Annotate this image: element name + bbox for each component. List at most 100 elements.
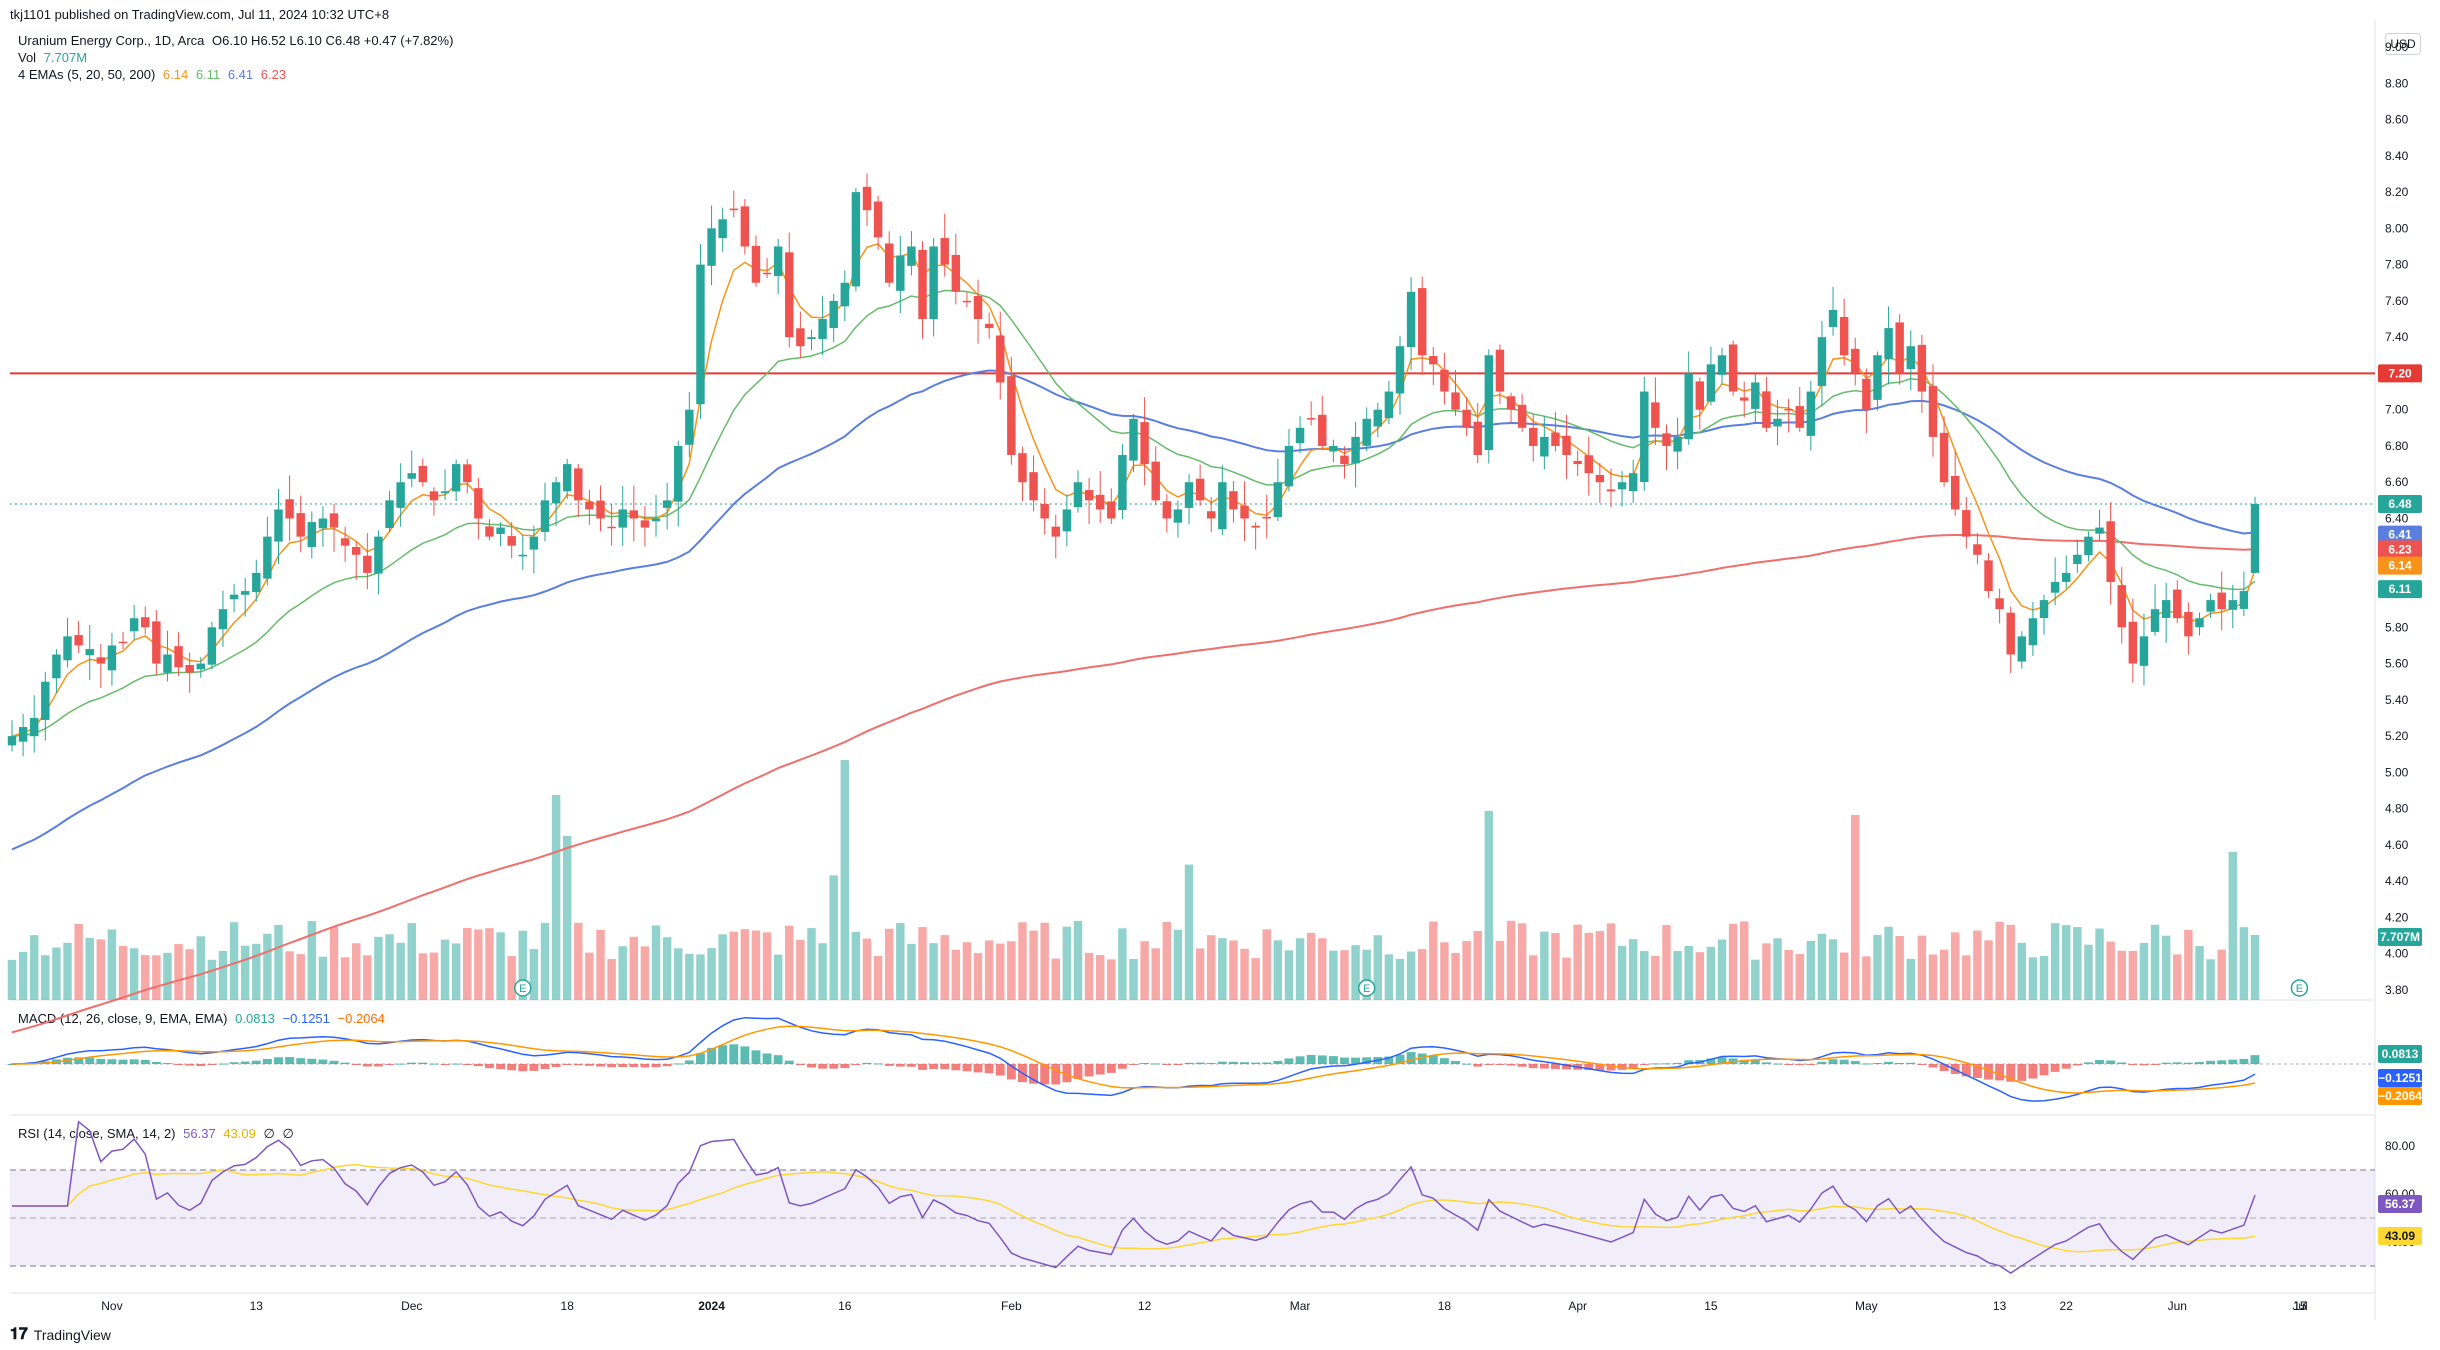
volume-bar xyxy=(785,925,794,1000)
volume-bar xyxy=(252,943,261,1000)
time-tick-label: 22 xyxy=(2060,1299,2074,1313)
volume-bar xyxy=(1606,923,1616,1000)
volume-bar xyxy=(773,954,783,1000)
volume-bar xyxy=(1928,954,1938,1000)
candle-body xyxy=(585,501,594,510)
macd-histogram-bar xyxy=(1184,1062,1194,1064)
candle-body xyxy=(840,282,850,307)
time-tick-label: Apr xyxy=(1568,1299,1587,1313)
price-tick-label: 5.20 xyxy=(2385,729,2409,743)
macd-histogram-bar xyxy=(207,1064,217,1065)
candle-body xyxy=(574,468,583,501)
volume-bar xyxy=(7,959,17,1000)
candle-body xyxy=(1018,453,1027,483)
axes: 9.00 8.80 8.60 8.40 8.20 8.00 7.80 7.60 7.40 7.20… xyxy=(101,40,2415,1313)
volume-bar xyxy=(2195,946,2204,1000)
macd-histogram-bar xyxy=(1684,1060,1694,1064)
volume-bar xyxy=(896,923,905,1000)
price-tick-label: 6.40 xyxy=(2385,512,2409,526)
candle-body xyxy=(529,536,539,550)
candle-body xyxy=(1329,445,1338,452)
candle-body xyxy=(507,536,516,546)
macd-histogram-bar xyxy=(2250,1055,2260,1064)
volume-bar xyxy=(1540,931,1549,1000)
macd-histogram-bar xyxy=(2083,1062,2093,1064)
macd-histogram-bar xyxy=(229,1062,239,1064)
macd-histogram-bar xyxy=(129,1059,139,1064)
volume-bar xyxy=(363,955,372,1000)
macd-histogram-bar xyxy=(485,1064,494,1069)
candle-body xyxy=(1684,373,1693,440)
published-by: tkj1101 published on TradingView.com, Ju… xyxy=(10,7,390,22)
candle-body xyxy=(218,609,228,630)
candle-body xyxy=(1995,598,2004,610)
macd-histogram-bar xyxy=(1484,1064,1494,1065)
volume-bar xyxy=(529,948,539,1000)
volume-bar xyxy=(1395,958,1405,1000)
volume-bar xyxy=(1851,814,1860,1000)
volume-bar xyxy=(1484,810,1494,1000)
price-tick-label: 8.60 xyxy=(2385,113,2409,127)
volume-bar xyxy=(185,949,194,1000)
candle-body xyxy=(329,513,339,528)
volume-bar xyxy=(463,927,472,1000)
volume-bar xyxy=(29,935,39,1000)
volume-bar xyxy=(1839,952,1849,1000)
candle-body xyxy=(318,518,328,529)
macd-histogram-bar xyxy=(496,1064,506,1070)
price-tick-label: 8.20 xyxy=(2385,185,2409,199)
volume-label: Vol xyxy=(18,50,37,65)
macd-histogram-bar xyxy=(1650,1063,1660,1065)
price-tick-label: 4.40 xyxy=(2385,874,2409,888)
macd-value-label-text: 0.0813 xyxy=(2382,1047,2419,1061)
tradingview-icon: 𝟏𝟕 xyxy=(10,1326,28,1343)
currency-button[interactable]: USD xyxy=(2385,33,2421,55)
macd-histogram-bar xyxy=(2183,1062,2193,1064)
volume-bar xyxy=(1251,958,1260,1000)
candle-body xyxy=(185,664,194,673)
macd-histogram-bar xyxy=(551,1064,561,1068)
candle-body xyxy=(463,464,472,483)
volume-bar xyxy=(1495,940,1505,1000)
candle-body xyxy=(2217,592,2226,610)
macd-histogram-bar xyxy=(418,1062,428,1064)
candle-body xyxy=(74,635,83,646)
macd-histogram-bar xyxy=(1162,1064,1172,1065)
candle-body xyxy=(1395,346,1405,394)
price-tick-label: 7.80 xyxy=(2385,258,2409,272)
ema200-label-text: 6.23 xyxy=(2388,542,2412,556)
candle-body xyxy=(2239,591,2249,609)
volume-bar xyxy=(229,922,239,1000)
volume-bar xyxy=(1429,921,1438,1000)
price-tick-label: 6.60 xyxy=(2385,475,2409,489)
time-tick-label: 12 xyxy=(1138,1299,1152,1313)
candle-body xyxy=(1695,381,1705,410)
volume-bar xyxy=(907,943,916,1000)
candle-body xyxy=(1673,436,1682,452)
macd-histogram-bar xyxy=(973,1064,983,1073)
macd-histogram-bar xyxy=(1206,1062,1216,1064)
candle-body xyxy=(2161,600,2171,618)
candle-body xyxy=(1506,396,1516,410)
candle-body xyxy=(1029,472,1038,501)
candle-body xyxy=(1162,501,1172,519)
candle-body xyxy=(1240,505,1249,519)
histogram-value-label-bg xyxy=(2378,1087,2422,1105)
price-tick-label: 5.80 xyxy=(2385,620,2409,634)
volume-bar xyxy=(996,943,1005,1000)
time-tick-label: 15 xyxy=(2293,1299,2307,1313)
volume-bar xyxy=(2128,950,2138,1000)
volume-bar xyxy=(1984,940,1993,1000)
macd-histogram-bar xyxy=(1317,1055,1327,1064)
macd-histogram-bar xyxy=(2217,1060,2227,1064)
volume-bar xyxy=(2250,935,2260,1000)
tradingview-logo[interactable]: 𝟏𝟕 TradingView xyxy=(10,1326,111,1344)
macd-histogram-bar xyxy=(351,1064,361,1065)
candle-body xyxy=(1640,391,1649,483)
candle-body xyxy=(1595,475,1605,483)
signal-value-label: −0.1251 xyxy=(2378,1069,2422,1087)
earnings-circle xyxy=(2290,979,2309,997)
candle-body xyxy=(1950,475,1960,510)
candle-body xyxy=(1062,509,1072,532)
